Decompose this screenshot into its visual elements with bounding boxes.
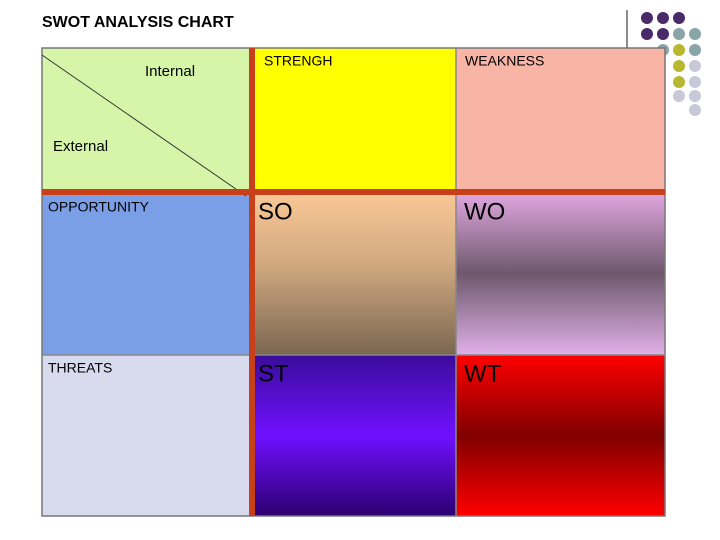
title: SWOT ANALYSIS CHART bbox=[42, 14, 234, 31]
column-header: STRENGH bbox=[264, 53, 332, 69]
grid bbox=[41, 47, 666, 517]
wo-cell bbox=[456, 192, 665, 355]
weakness-cell bbox=[456, 48, 665, 192]
corner-cell bbox=[42, 48, 250, 192]
so-cell bbox=[250, 192, 456, 355]
external-label: External bbox=[53, 138, 108, 155]
wt-cell bbox=[456, 355, 665, 516]
strength-cell bbox=[250, 48, 456, 192]
cell-label: WT bbox=[464, 360, 502, 387]
row-header: OPPORTUNITY bbox=[48, 199, 150, 215]
threats-cell bbox=[42, 355, 250, 516]
st-cell bbox=[250, 355, 456, 516]
cell-label: ST bbox=[258, 360, 289, 387]
opportunity-cell bbox=[42, 192, 250, 355]
internal-label: Internal bbox=[145, 63, 195, 80]
row-header: THREATS bbox=[48, 360, 112, 376]
cell-label: SO bbox=[258, 198, 293, 225]
column-header: WEAKNESS bbox=[465, 53, 544, 69]
cell-label: WO bbox=[464, 198, 505, 225]
